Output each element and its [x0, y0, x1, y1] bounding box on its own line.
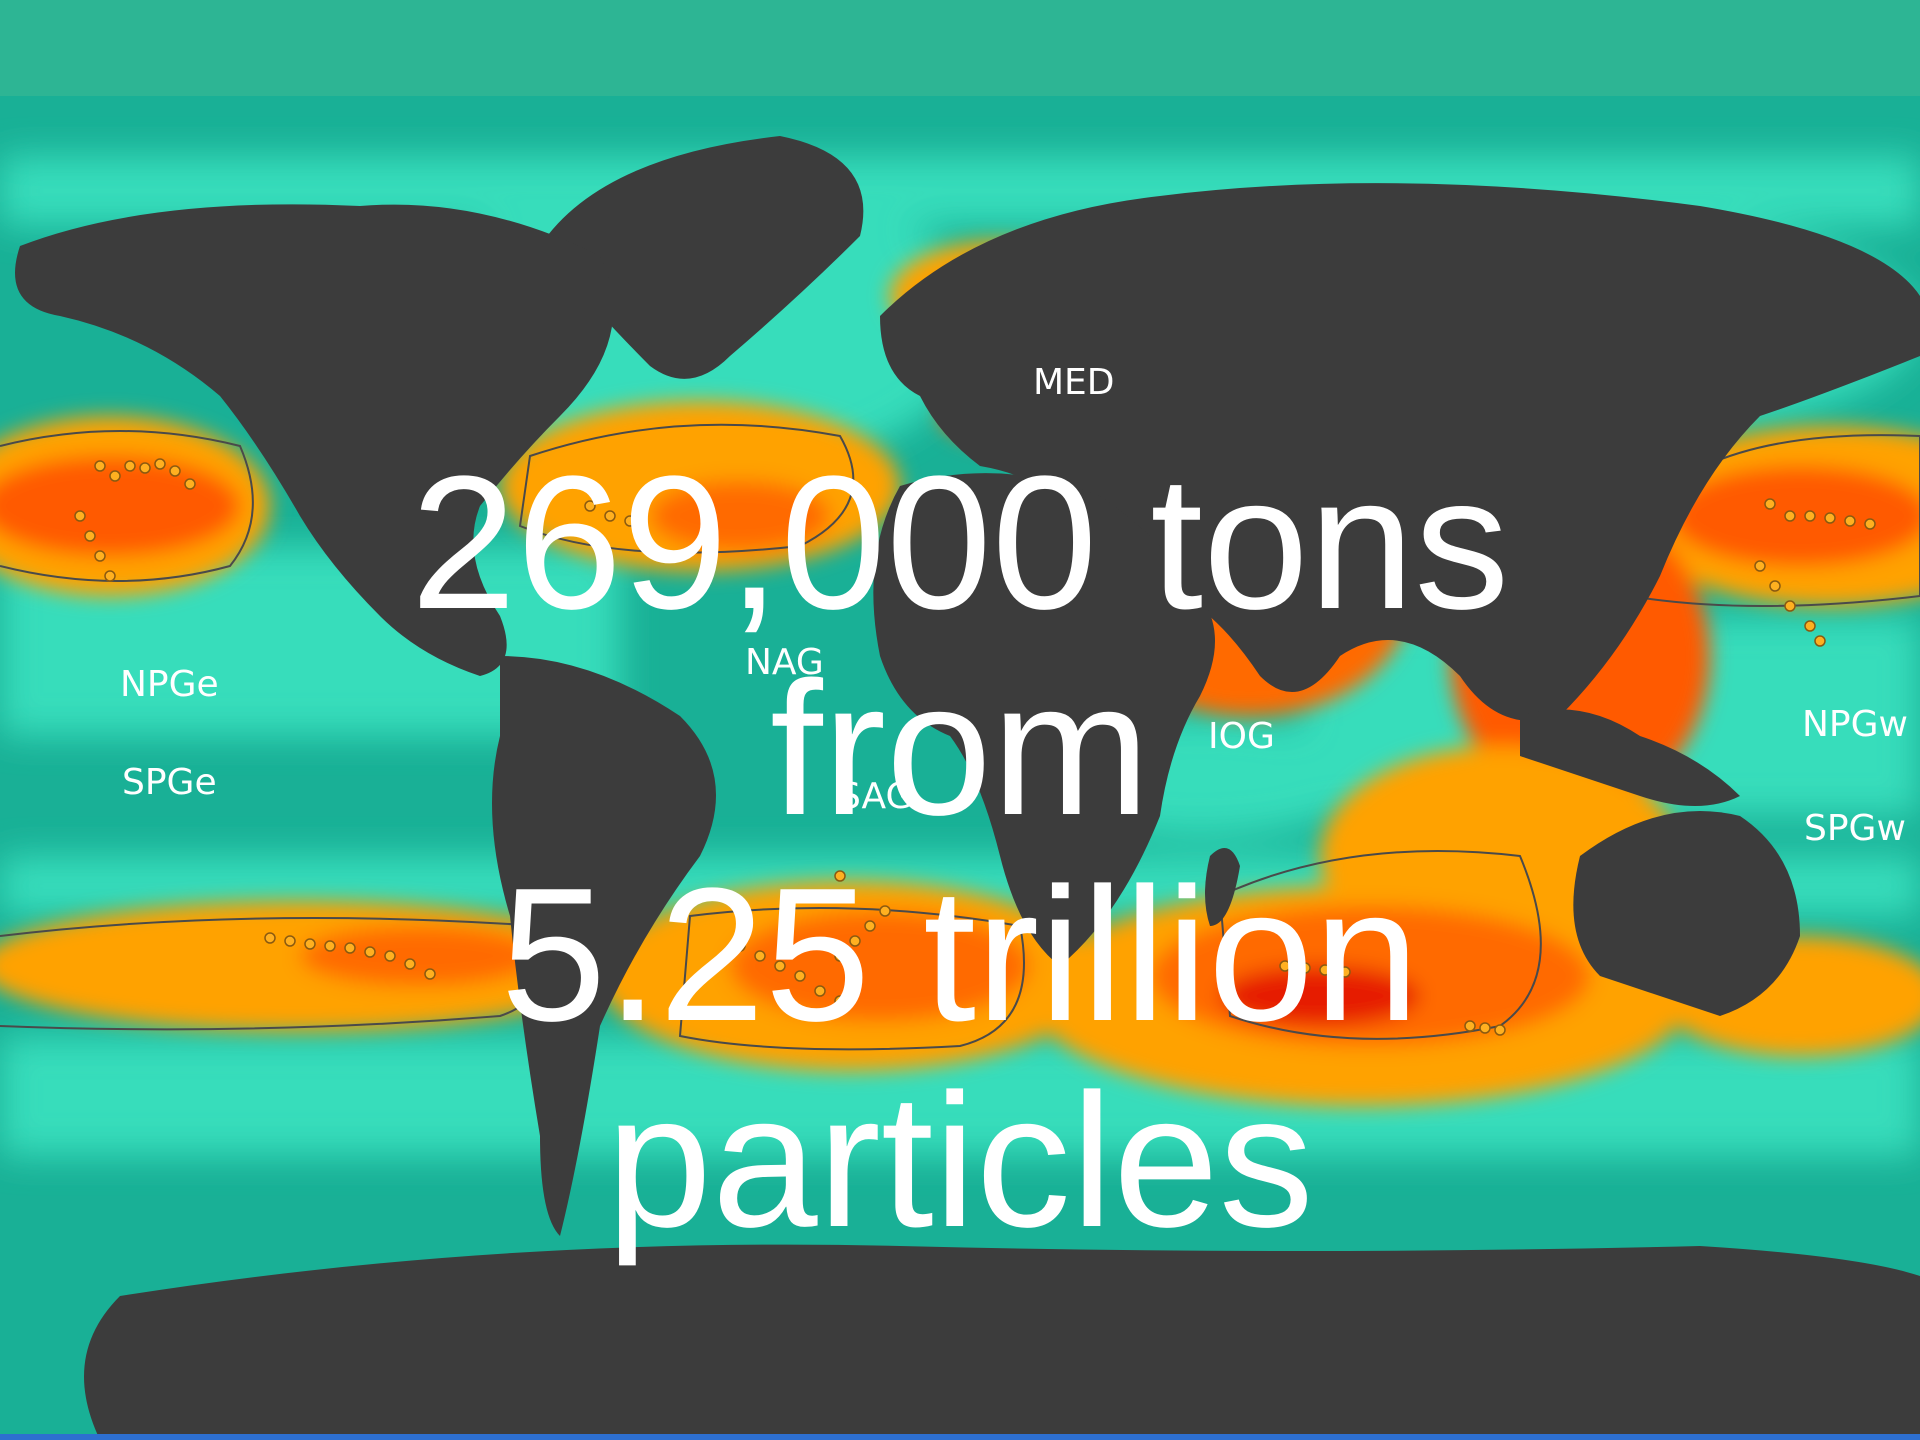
africa: [873, 473, 1215, 966]
label-med: MED: [1033, 362, 1115, 403]
region-labels: MED NAG NPGe SPGe SAG IOG NPGw SPGw: [120, 362, 1908, 849]
antarctica: [84, 1244, 1920, 1440]
label-nag: NAG: [745, 642, 824, 683]
bottom-rule: [0, 1434, 1920, 1440]
label-sag: SAG: [838, 776, 913, 817]
maritime-southeast-asia: [1520, 709, 1740, 806]
world-plastic-map: MED NAG NPGe SPGe SAG IOG NPGw SPGw: [0, 96, 1920, 1440]
label-spgw: SPGw: [1804, 808, 1906, 849]
headline-line-2: from: [770, 643, 1150, 855]
australia: [1573, 811, 1800, 1016]
headline-line-1: 269,000 tons: [410, 437, 1510, 649]
headline-line-4: particles: [606, 1055, 1314, 1267]
label-npge: NPGe: [120, 664, 219, 705]
greenland: [540, 136, 864, 379]
madagascar: [1205, 848, 1240, 926]
headline-line-3: 5.25 trillion: [500, 849, 1420, 1061]
title-band: [0, 0, 1920, 96]
europe-asia: [880, 183, 1920, 722]
south-america: [492, 656, 716, 1236]
label-spge: SPGe: [122, 762, 217, 803]
label-iog: IOG: [1208, 716, 1275, 757]
headline: 269,000 tons from 5.25 trillion particle…: [0, 440, 1920, 1264]
label-npgw: NPGw: [1802, 704, 1908, 745]
land-masses: [15, 136, 1920, 1440]
north-america: [15, 204, 614, 676]
sample-points: [74, 458, 1876, 1036]
